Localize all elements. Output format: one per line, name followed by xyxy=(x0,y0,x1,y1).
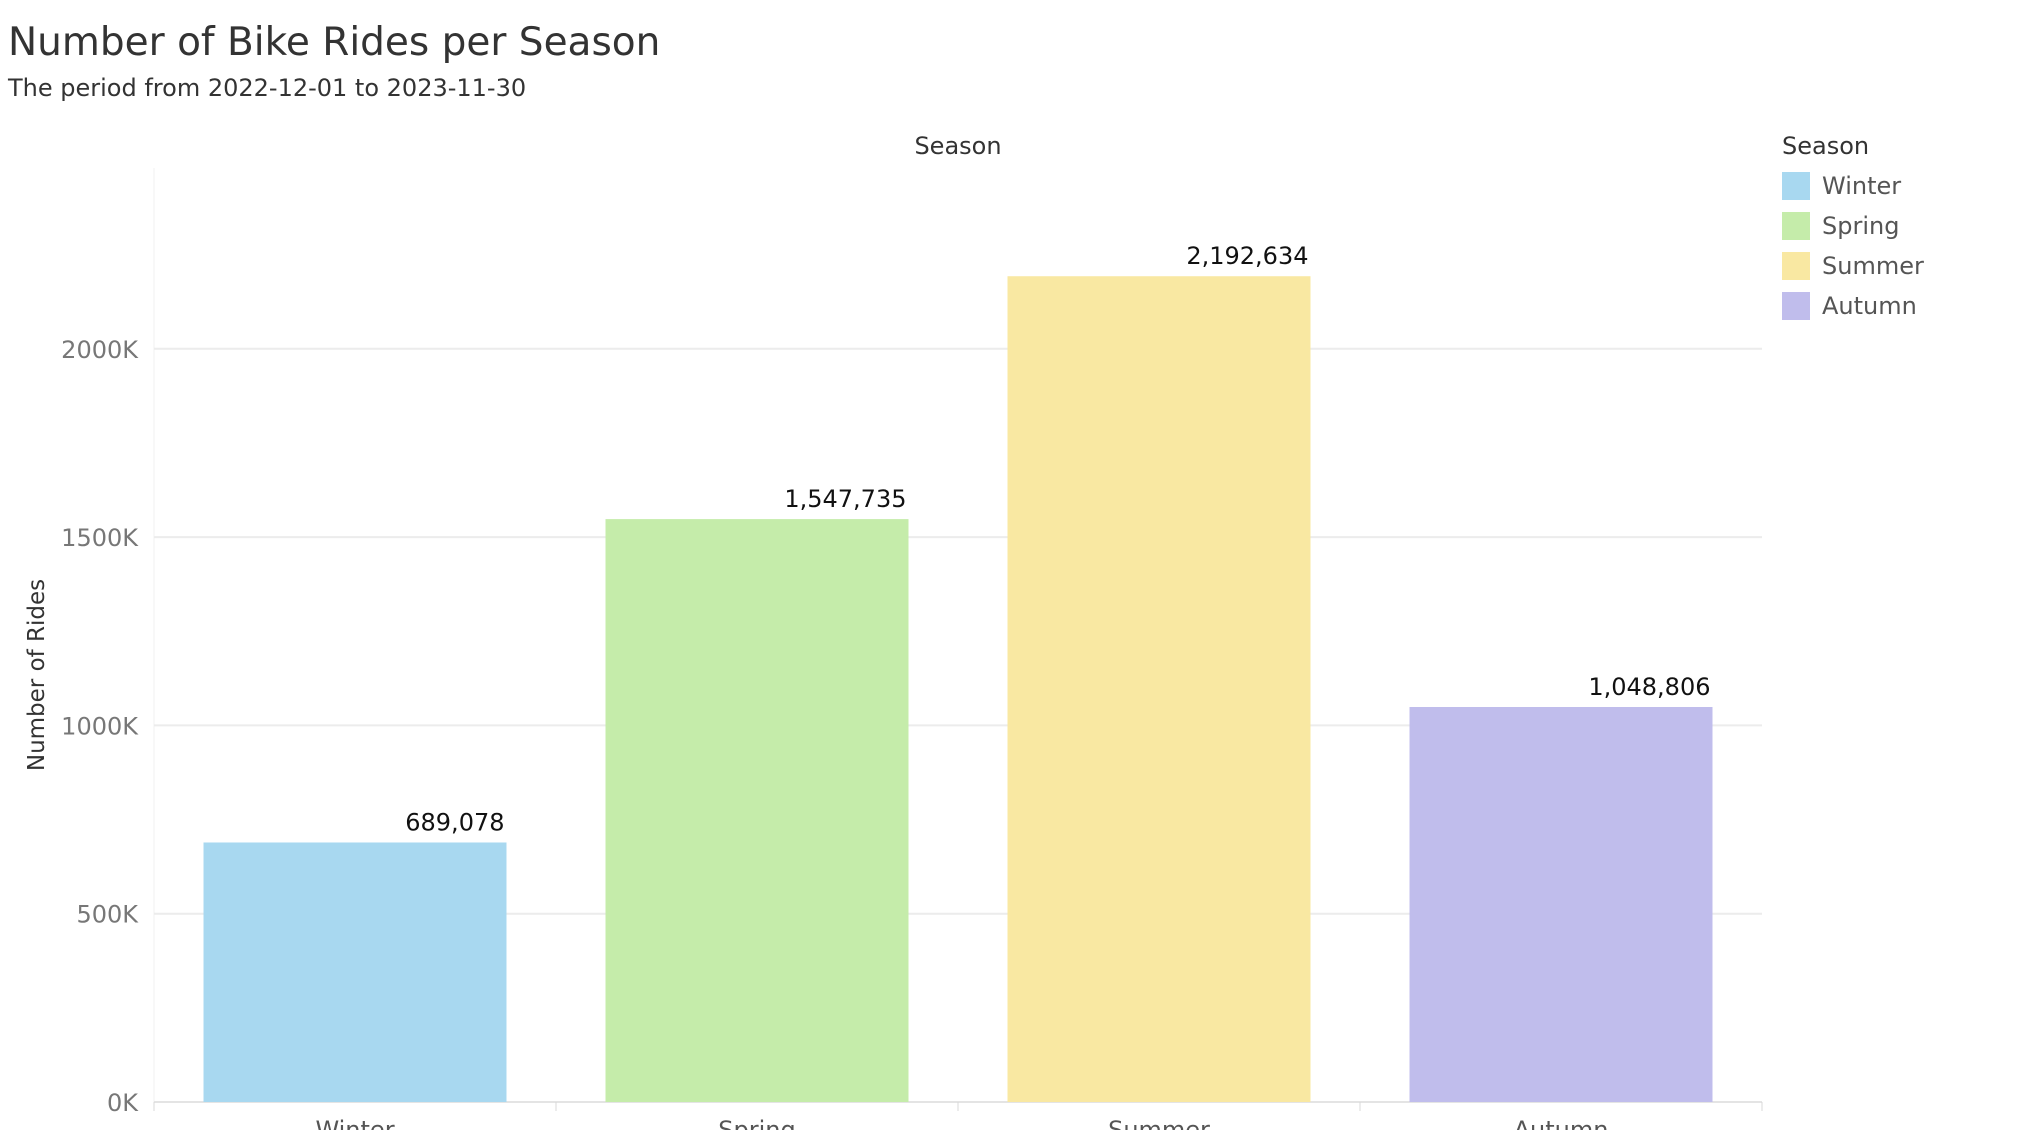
legend-item-spring[interactable]: Spring xyxy=(1782,206,1924,246)
y-axis-title: Number of Rides xyxy=(24,579,50,771)
legend-swatch-autumn xyxy=(1782,292,1810,320)
data-label: 1,048,806 xyxy=(1588,673,1710,701)
y-tick-label: 500K xyxy=(76,901,139,929)
legend-item-summer[interactable]: Summer xyxy=(1782,246,1924,286)
legend-label-spring: Spring xyxy=(1822,212,1900,240)
y-tick-label: 1500K xyxy=(61,524,139,552)
data-label: 2,192,634 xyxy=(1186,242,1308,270)
data-label: 689,078 xyxy=(405,808,504,836)
legend-label-autumn: Autumn xyxy=(1822,292,1917,320)
legend-swatch-summer xyxy=(1782,252,1810,280)
chart-title: Number of Bike Rides per Season xyxy=(8,20,661,65)
x-tick-label: Winter xyxy=(315,1116,394,1130)
legend-title: Season xyxy=(1782,132,1870,160)
legend-label-summer: Summer xyxy=(1822,252,1924,280)
data-label: 1,547,735 xyxy=(784,485,906,513)
legend-swatch-spring xyxy=(1782,212,1810,240)
bar-autumn xyxy=(1409,707,1713,1102)
y-tick-label: 1000K xyxy=(61,712,139,740)
y-tick-label: 2000K xyxy=(61,336,139,364)
x-tick-label: Spring xyxy=(718,1116,795,1130)
x-tick-label: Autumn xyxy=(1514,1116,1609,1130)
legend-swatch-winter xyxy=(1782,172,1810,200)
column-header: Season xyxy=(914,132,1001,160)
y-tick-label: 0K xyxy=(107,1089,139,1117)
legend: Season Winter Spring Summer Autumn xyxy=(1782,132,1924,326)
legend-label-winter: Winter xyxy=(1822,172,1902,200)
bar-summer xyxy=(1007,276,1311,1103)
chart-subtitle: The period from 2022-12-01 to 2023-11-30 xyxy=(8,74,527,102)
bar-winter xyxy=(203,842,507,1102)
legend-item-winter[interactable]: Winter xyxy=(1782,166,1924,206)
bar-spring xyxy=(605,519,909,1102)
legend-item-autumn[interactable]: Autumn xyxy=(1782,286,1924,326)
x-tick-label: Summer xyxy=(1108,1116,1210,1130)
